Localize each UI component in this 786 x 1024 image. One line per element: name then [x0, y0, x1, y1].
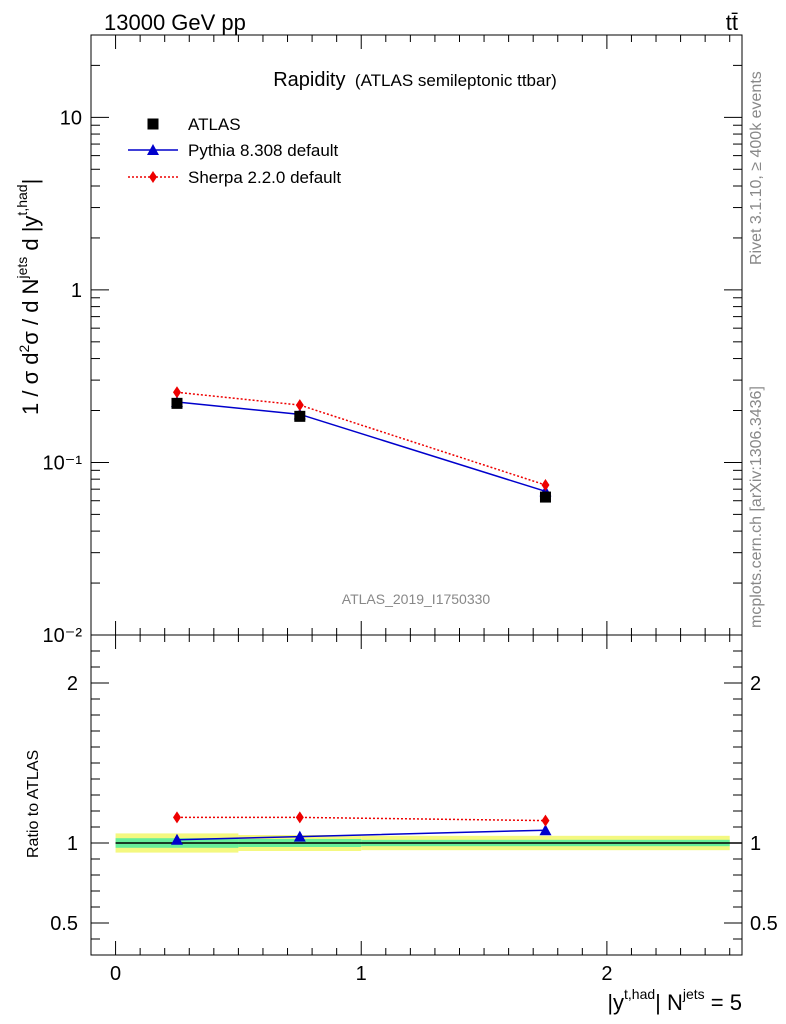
sherpa-2-2-0-default-ratio-point — [541, 814, 550, 827]
pythia-8-308-default-ratio-point — [293, 830, 306, 842]
x-tick-label: 1 — [356, 963, 367, 985]
sherpa-2-2-0-default-point — [172, 386, 181, 399]
analysis-id-label: ATLAS_2019_I1750330 — [342, 591, 491, 607]
y-tick-label-main: 10⁻² — [43, 625, 83, 647]
chart-subtitle: (ATLAS semileptonic ttbar) — [355, 71, 557, 90]
y-tick-label-main: 10⁻¹ — [43, 452, 83, 474]
atlas-point — [539, 491, 551, 503]
legend-marker-pythia-8-308-default — [147, 144, 159, 155]
rivet-version-label: Rivet 3.1.10, ≥ 400k events — [748, 71, 765, 265]
y-tick-label-ratio: 0.5 — [50, 913, 78, 935]
y-axis-label-main: 1 / σ d2σ / d Njets d |yt,had| — [14, 179, 43, 415]
svg-text:1 / σ d2σ / d Njets d |yt,had|: 1 / σ d2σ / d Njets d |yt,had| — [14, 179, 43, 415]
y-tick-label-ratio-right: 0.5 — [750, 913, 778, 935]
ratio-series-layer — [170, 811, 552, 845]
y-tick-label-main: 10 — [60, 107, 82, 129]
legend-label-atlas: ATLAS — [188, 115, 241, 134]
chart-title: Rapidity — [273, 69, 345, 91]
ratio-panel-frame — [90, 634, 743, 956]
sherpa-2-2-0-default-ratio-point — [295, 811, 304, 824]
sherpa-2-2-0-default-ratio-point — [172, 811, 181, 824]
atlas-point — [294, 410, 306, 422]
legend: ATLAS Pythia 8.308 default Sherpa 2.2.0 de… — [128, 115, 341, 187]
pythia-8-308-default-ratio-point — [170, 833, 183, 845]
sherpa-2-2-0-default-line — [176, 391, 546, 486]
legend-marker-atlas — [147, 118, 159, 130]
y-tick-label-ratio: 1 — [67, 833, 78, 855]
tick-labels: 0 1 2 10⁻² 10⁻¹ 1 10 0.5 0.5 1 1 2 2 — [43, 107, 778, 985]
legend-marker-sherpa-2-2-0-default — [149, 171, 157, 183]
axis-ticks — [90, 34, 742, 955]
ratio-uncertainty-bands — [115, 833, 742, 853]
y-tick-label-main: 1 — [71, 280, 82, 302]
atlas-point — [171, 397, 183, 409]
header-right-title: tt̄ — [726, 10, 738, 35]
header-left-title: 13000 GeV pp — [104, 10, 246, 35]
x-tick-label: 0 — [110, 963, 121, 985]
main-series-layer — [170, 386, 552, 503]
pythia-8-308-default-line — [176, 401, 546, 493]
x-tick-label: 2 — [601, 963, 612, 985]
chart-title-line: Rapidity (ATLAS semileptonic ttbar) — [273, 69, 557, 91]
mcplots-label: mcplots.cern.ch [arXiv:1306.3436] — [748, 386, 765, 628]
y-tick-label-ratio-right: 1 — [750, 833, 761, 855]
sherpa-2-2-0-default-point — [541, 479, 550, 492]
legend-label-pythia-8-308-default: Pythia 8.308 default — [188, 141, 339, 160]
y-axis-label-ratio: Ratio to ATLAS — [25, 750, 42, 858]
x-axis-label: |yt,had| Njets = 5 — [607, 986, 742, 1015]
y-tick-label-ratio-right: 2 — [750, 673, 761, 695]
sherpa-2-2-0-default-ratio-line — [176, 816, 546, 822]
legend-label-sherpa-2-2-0-default: Sherpa 2.2.0 default — [188, 168, 341, 187]
sherpa-2-2-0-default-point — [295, 399, 304, 412]
pythia-8-308-default-ratio-point — [539, 824, 552, 836]
y-tick-label-ratio: 2 — [67, 673, 78, 695]
